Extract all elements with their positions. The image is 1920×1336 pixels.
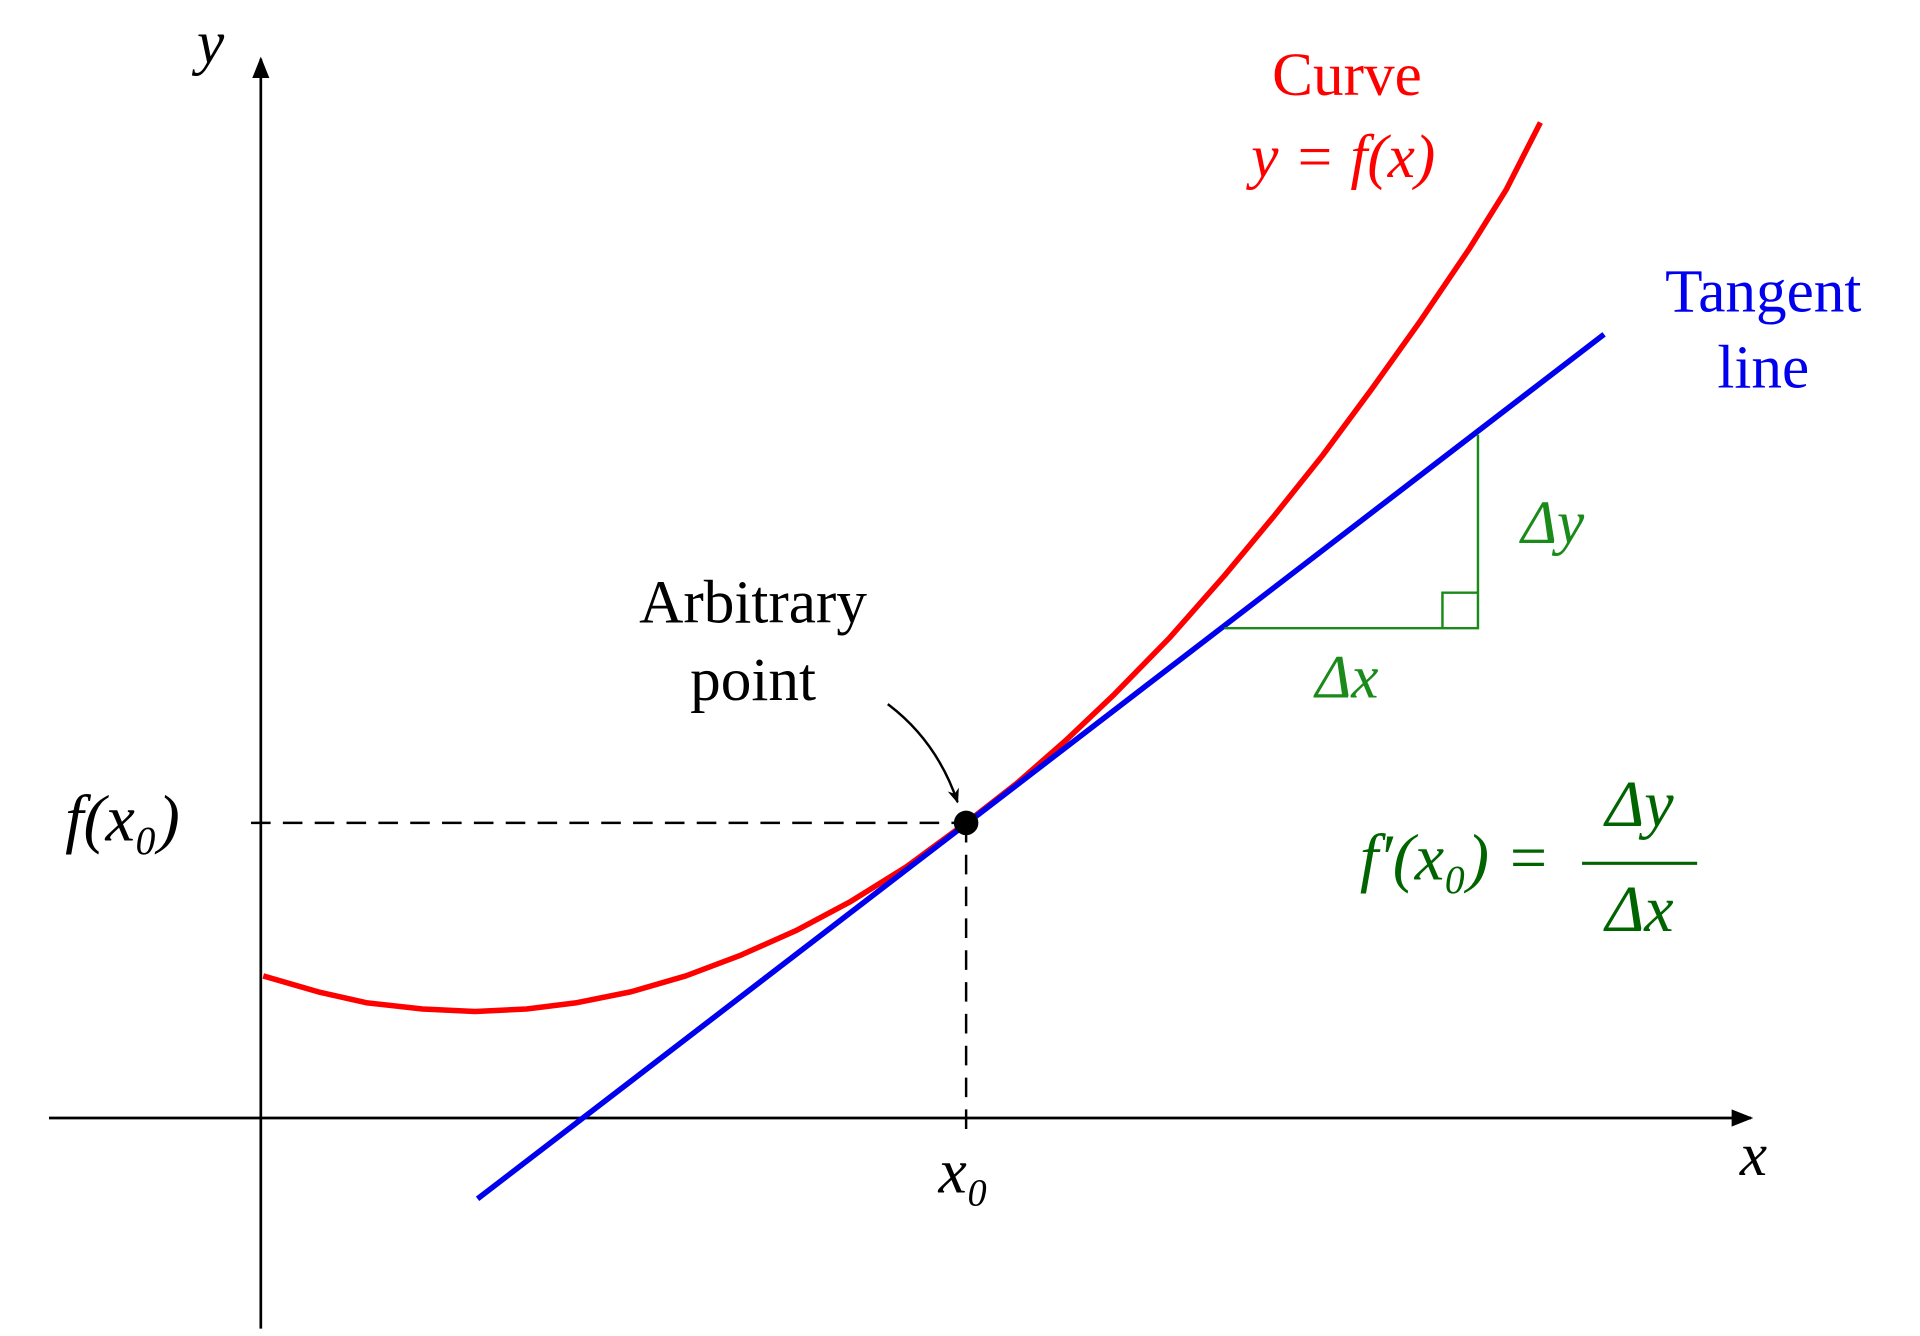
curve-equation: y = f(x) (1245, 123, 1435, 191)
delta-x-label: Δx (1312, 643, 1378, 711)
tangent-line (475, 332, 1606, 1202)
delta-y-label: Δy (1518, 489, 1585, 557)
tangent-label-line: Tangent (1665, 258, 1861, 326)
x-axis-label: x (1739, 1121, 1767, 1189)
slope-triangle (1224, 434, 1480, 630)
formula-denominator: Δx (1603, 873, 1674, 946)
formula-numerator: Δy (1603, 768, 1675, 841)
right-angle-mark (1441, 591, 1478, 629)
tangent-point (953, 810, 979, 836)
tangent-label-line: line (1717, 334, 1809, 402)
fx0-label: f(x₀) (65, 783, 180, 856)
x0-label: x₀ (937, 1136, 988, 1207)
point-arrow (887, 703, 959, 804)
point-label-line: point (690, 646, 816, 714)
curve-label: Curve (1272, 41, 1422, 109)
formula-lhs: f′(x₀) = (1360, 822, 1550, 895)
y-axis-label: y (191, 9, 225, 77)
point-label-line: Arbitrary (639, 569, 867, 637)
